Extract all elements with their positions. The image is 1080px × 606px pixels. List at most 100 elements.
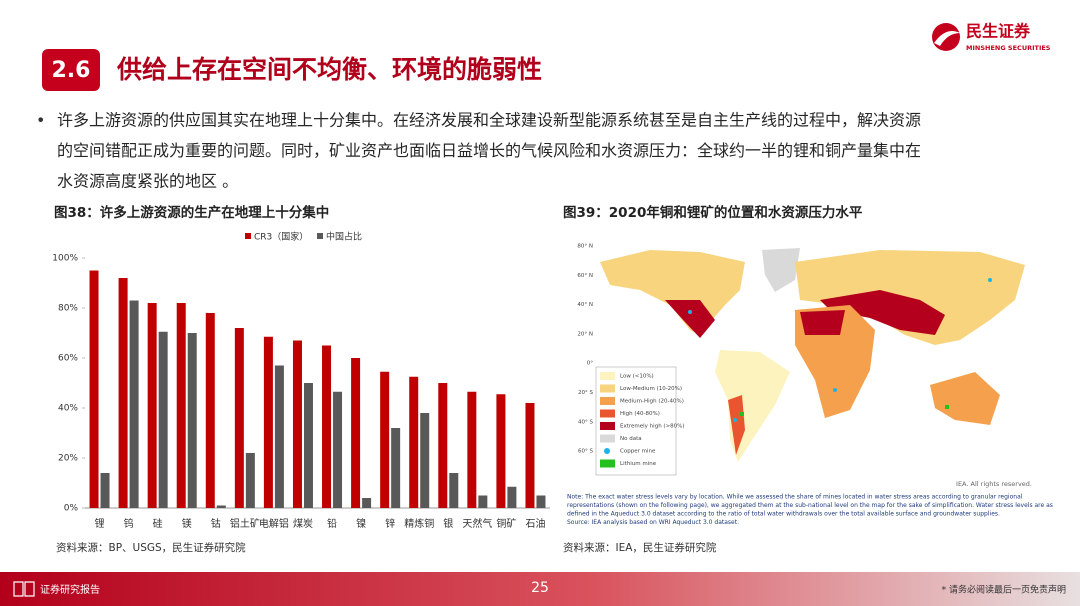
- bar-chart: 0% 20% 40% 60% 80% 100% CR3（国家） 中国占比锂 钨 硅 镁 钴铝土矿 电解铝…: [52, 231, 550, 530]
- lat-label: 0°: [587, 361, 593, 367]
- mine: [733, 418, 737, 422]
- x-tick-label: 硅: [153, 517, 163, 530]
- bar: [351, 358, 361, 508]
- mine: [688, 310, 692, 314]
- x-tick-label: 天然气: [462, 517, 492, 530]
- map-note: representations (shown on the following …: [567, 502, 1053, 509]
- land: [762, 248, 800, 292]
- x-tick-label: 钨: [124, 517, 134, 530]
- legend-swatch: [600, 459, 615, 468]
- bullet-text: 许多上游资源的供应国其实在地理上十分集中。在经济发展和全球建设新型能源系统甚至是…: [57, 111, 921, 191]
- x-tick-label: 电解铝: [259, 517, 289, 530]
- world-map: [582, 243, 1032, 478]
- bar: [147, 303, 157, 508]
- bar: [274, 365, 284, 508]
- x-tick-label: 锌: [385, 517, 395, 530]
- legend-swatch: [317, 233, 323, 239]
- bar: [129, 300, 139, 508]
- logo-en: MINSHENG SECURITIES: [966, 44, 1051, 52]
- legend-swatch: [600, 422, 615, 430]
- bullet-dot: •: [36, 111, 45, 130]
- bar: [409, 376, 419, 508]
- x-tick-label: 精炼铜: [404, 517, 434, 530]
- legend-label: Low (<10%): [620, 374, 654, 380]
- figure-title: 图39：2020年铜和锂矿的位置和水资源压力水平: [563, 204, 863, 221]
- source: 资料来源：BP、USGS，民生证券研究院: [56, 541, 246, 554]
- bullet-line: 水资源高度紧张的地区 。: [57, 172, 238, 191]
- lat-label: 40° N: [577, 302, 593, 308]
- map-note: defined in the Aqueduct 3.0 dataset acco…: [567, 511, 1000, 518]
- map-credit: IEA. All rights reserved.: [956, 480, 1032, 488]
- lat-label: 20° S: [578, 390, 593, 396]
- legend-swatch: [600, 397, 615, 405]
- y-tick-label: 80%: [58, 304, 78, 314]
- bar: [322, 345, 332, 508]
- bar: [525, 403, 535, 508]
- legend-swatch: [245, 233, 251, 239]
- y-tick-label: 100%: [52, 254, 78, 264]
- footer-label: 证券研究报告: [40, 583, 100, 596]
- section-number: 2.6: [52, 58, 91, 83]
- bar: [100, 473, 110, 508]
- lat-label: 80° N: [577, 244, 593, 250]
- bar: [391, 428, 401, 508]
- bar: [205, 313, 215, 508]
- legend-label: Copper mine: [620, 449, 656, 455]
- footer-icon: [13, 581, 35, 597]
- bullet-line: 许多上游资源的供应国其实在地理上十分集中。在经济发展和全球建设新型能源系统甚至是…: [57, 111, 921, 130]
- bar: [380, 371, 390, 508]
- x-tick-label: 铜矿: [496, 517, 516, 530]
- bar: [263, 336, 273, 508]
- x-tick-label: 银: [443, 517, 453, 530]
- x-tick-label: 铝土矿: [230, 517, 260, 530]
- legend-swatch: [600, 434, 615, 443]
- x-tick-label: 煤炭: [293, 517, 313, 530]
- legend-label: 中国占比: [326, 231, 362, 243]
- legend-swatch: [600, 409, 615, 418]
- page-number: 25: [531, 580, 549, 596]
- land-stress: [665, 300, 715, 338]
- map-note: Source: IEA analysis based on WRI Aquedu…: [567, 519, 739, 526]
- land-stress: [728, 395, 745, 455]
- bar: [420, 413, 430, 508]
- legend-label: No data: [620, 436, 642, 442]
- bar: [467, 391, 477, 508]
- bar: [187, 333, 197, 508]
- land-stress: [820, 290, 945, 335]
- bar: [234, 328, 244, 508]
- bar: [158, 331, 168, 508]
- y-tick-label: 60%: [58, 354, 78, 364]
- lat-label: 40° S: [578, 419, 593, 425]
- x-tick-label: 钴: [211, 518, 221, 530]
- bar: [292, 340, 302, 508]
- figure-title: 图38：许多上游资源的生产在地理上十分集中: [54, 204, 329, 221]
- x-tick-label: 石油: [525, 517, 545, 530]
- bar: [362, 498, 372, 508]
- bar: [303, 383, 313, 508]
- bar: [89, 270, 99, 508]
- bar: [438, 383, 448, 508]
- section-badge: [42, 49, 100, 91]
- source: 资料来源：IEA，民生证券研究院: [563, 541, 717, 554]
- legend-label: Lithium mine: [620, 461, 657, 467]
- land-stress: [800, 310, 845, 335]
- bar: [449, 473, 459, 508]
- x-tick-label: 锂: [95, 518, 105, 530]
- footer-bar: [0, 572, 1080, 606]
- lat-label: 60° S: [578, 449, 593, 455]
- x-tick-label: 镍: [356, 517, 366, 530]
- mine: [833, 388, 837, 392]
- bar: [507, 486, 517, 508]
- legend-label: Low-Medium (10-20%): [620, 386, 682, 392]
- legend-label: Medium-High (20-40%): [620, 399, 684, 405]
- x-tick-label: 镁: [182, 517, 192, 530]
- bar: [176, 303, 186, 508]
- map-legend: [595, 366, 677, 476]
- land: [930, 372, 1000, 425]
- bar: [118, 278, 128, 508]
- bar: [496, 394, 506, 508]
- y-tick-label: 40%: [58, 404, 78, 414]
- bar: [216, 505, 226, 508]
